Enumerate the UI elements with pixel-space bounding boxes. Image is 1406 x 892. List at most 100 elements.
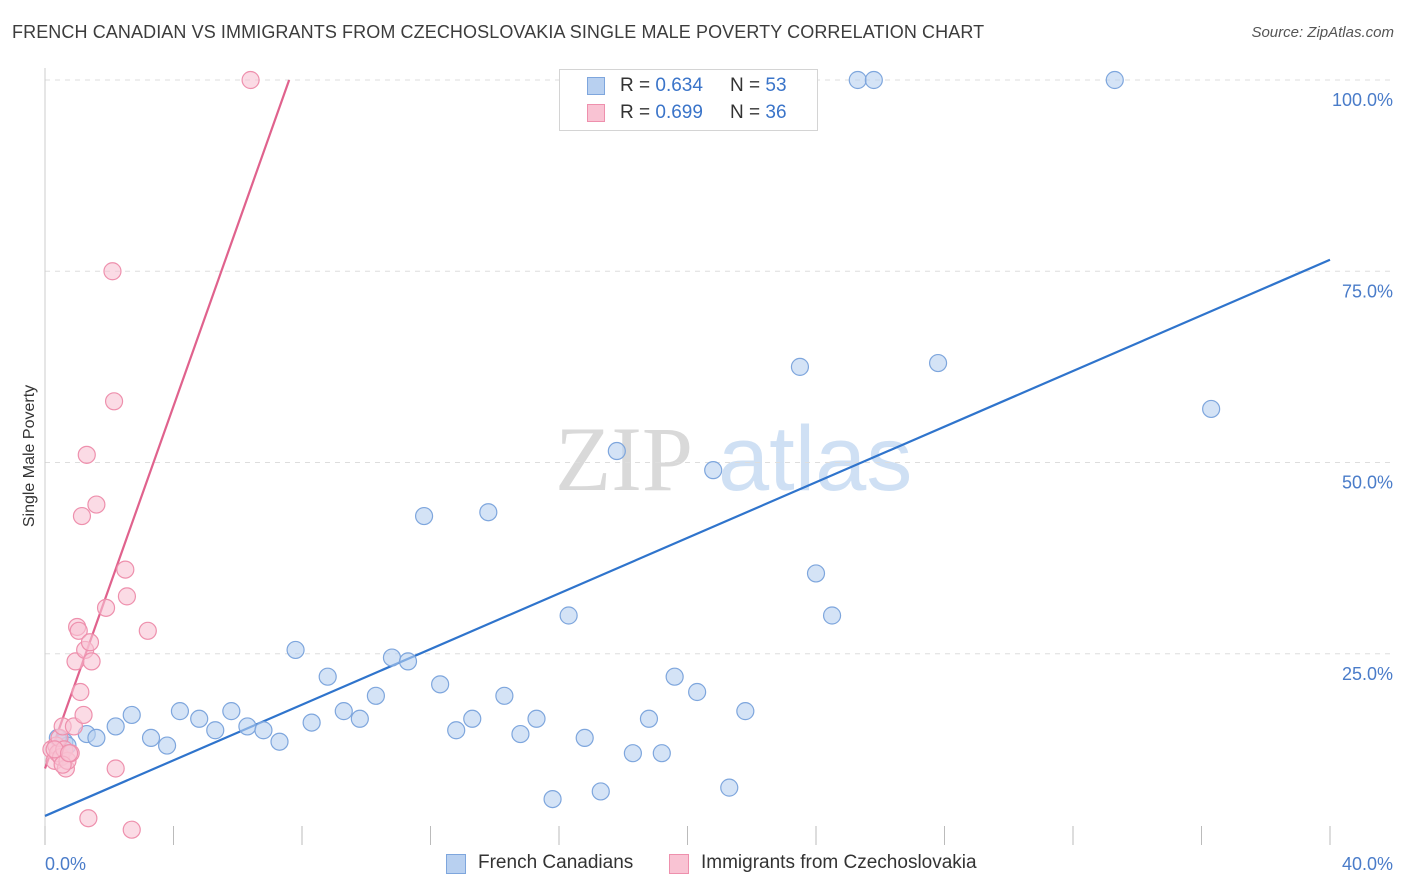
- blue-point-34: [591, 782, 610, 801]
- pink-point-29: [122, 820, 141, 839]
- pink-point-24: [103, 262, 122, 281]
- bottom-legend-label-1: French Canadians: [478, 852, 634, 873]
- blue-point-20: [366, 686, 385, 705]
- blue-point-48: [864, 70, 883, 90]
- blue-point-5: [122, 705, 141, 725]
- blue-point-28: [495, 686, 514, 705]
- blue-point-15: [286, 640, 305, 660]
- blue-point-23: [414, 506, 434, 526]
- legend-r-1: R = 0.634: [620, 75, 703, 97]
- pink-point-17: [74, 705, 93, 725]
- blue-trend-line: [44, 258, 1331, 817]
- axes: [44, 68, 1331, 845]
- y-tick-label-50: 50.0%: [1342, 473, 1393, 493]
- legend-r-2: R = 0.699: [620, 102, 703, 124]
- blue-point-13: [254, 721, 273, 740]
- blue-point-50: [1105, 70, 1124, 90]
- blue-point-30: [527, 709, 546, 728]
- blue-point-51: [1202, 399, 1221, 419]
- blue-point-37: [639, 709, 659, 728]
- blue-point-35: [607, 441, 626, 461]
- pink-point-27: [116, 560, 135, 579]
- correlation-legend: R = 0.634 N = 53 R = 0.699 N = 36: [559, 69, 818, 131]
- data-points: [42, 70, 1221, 839]
- watermark-atlas: atlas: [718, 408, 912, 510]
- blue-point-47: [848, 70, 867, 90]
- chart-title: FRENCH CANADIAN VS IMMIGRANTS FROM CZECH…: [12, 22, 985, 42]
- blue-point-26: [463, 709, 482, 728]
- blue-point-42: [720, 778, 739, 797]
- pink-point-23: [96, 598, 116, 617]
- blue-point-8: [170, 702, 190, 721]
- y-tick-label-25: 25.0%: [1342, 664, 1393, 684]
- x-tick-label-right: 40.0%: [1342, 854, 1393, 874]
- legend-n-value-1: 53: [765, 75, 787, 96]
- legend-n-label-1: N =: [730, 75, 761, 96]
- blue-point-29: [511, 724, 530, 744]
- blue-point-43: [736, 702, 755, 721]
- legend-swatch-pink: [587, 104, 605, 122]
- blue-point-6: [141, 728, 161, 748]
- blue-point-22: [398, 652, 418, 671]
- pink-point-25: [104, 392, 124, 411]
- pink-point-19: [77, 445, 96, 464]
- blue-point-45: [806, 564, 826, 583]
- blue-point-36: [623, 744, 642, 763]
- legend-n-label-2: N =: [730, 102, 761, 123]
- blue-point-25: [447, 721, 466, 740]
- blue-point-16: [302, 713, 321, 732]
- bottom-legend-label-2: Immigrants from Czechoslovakia: [701, 852, 977, 873]
- pink-point-31: [241, 70, 260, 90]
- blue-point-44: [790, 357, 810, 376]
- pink-point-32: [79, 809, 98, 828]
- y-axis-label: Single Male Poverty: [21, 385, 38, 527]
- y-tick-label-75: 75.0%: [1342, 281, 1393, 301]
- blue-point-41: [704, 461, 723, 480]
- bottom-legend-swatch-pink: [669, 854, 689, 874]
- source-label: Source: ZipAtlas.com: [1251, 24, 1394, 41]
- y-tick-label-100: 100.0%: [1332, 90, 1393, 110]
- blue-point-7: [157, 736, 177, 755]
- pink-point-20: [80, 633, 100, 652]
- blue-point-9: [190, 709, 209, 728]
- blue-point-17: [318, 667, 337, 686]
- pink-point-16: [72, 506, 92, 526]
- blue-point-10: [206, 721, 225, 740]
- pink-point-15: [71, 682, 90, 702]
- blue-point-14: [270, 732, 289, 751]
- tick-labels: 25.0% 50.0% 75.0% 100.0% 0.0% 40.0%: [45, 90, 1393, 874]
- legend-n-1: N = 53: [730, 75, 787, 97]
- blue-point-31: [543, 789, 562, 809]
- watermark-zip: ZIP: [555, 408, 693, 510]
- legend-r-value-1: 0.634: [655, 75, 703, 96]
- blue-point-24: [431, 675, 450, 694]
- legend-r-value-2: 0.699: [655, 102, 703, 123]
- legend-swatch-blue: [587, 77, 605, 95]
- blue-point-32: [559, 606, 578, 625]
- blue-point-38: [652, 744, 671, 763]
- pink-point-22: [87, 495, 106, 514]
- blue-point-18: [334, 702, 353, 721]
- blue-point-49: [928, 353, 948, 373]
- gridlines: [45, 79, 1393, 655]
- legend-r-label-1: R =: [620, 75, 651, 96]
- pink-point-21: [82, 652, 101, 671]
- blue-point-33: [575, 728, 594, 748]
- blue-point-4: [106, 717, 125, 736]
- blue-point-27: [479, 503, 498, 522]
- legend-r-label-2: R =: [620, 102, 651, 123]
- legend-n-value-2: 36: [765, 102, 787, 123]
- blue-point-11: [222, 702, 241, 721]
- blue-point-21: [382, 648, 402, 667]
- x-tick-label-left: 0.0%: [45, 854, 86, 874]
- watermark: ZIP atlas: [555, 408, 912, 510]
- blue-point-46: [822, 606, 842, 625]
- bottom-legend-swatch-blue: [446, 854, 466, 874]
- pink-point-28: [117, 587, 137, 606]
- pink-point-14: [69, 621, 88, 640]
- blue-point-40: [688, 682, 707, 702]
- blue-point-39: [665, 667, 684, 686]
- blue-point-12: [238, 717, 257, 736]
- legend-n-2: N = 36: [730, 102, 787, 124]
